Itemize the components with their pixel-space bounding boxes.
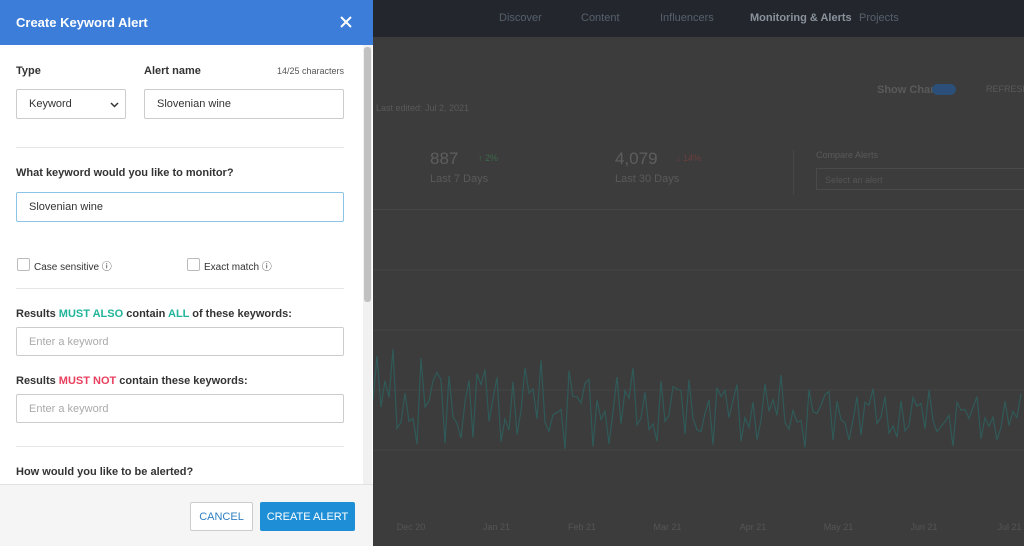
compare-select[interactable]: Select an alert [816,168,1024,190]
placeholder: Enter a keyword [29,402,109,415]
name-input[interactable]: Slovenian wine [144,89,344,119]
dialog: Create Keyword Alert Type Alert name 14/… [0,0,373,546]
dialog-footer: CANCEL CREATE ALERT [0,484,373,546]
keyword-value: Slovenian wine [29,201,103,213]
chevron [110,102,119,108]
scrollbar [363,45,372,484]
text: of these keywords: [189,308,292,320]
stat-period: Last 30 Days [615,173,680,185]
must-not-input[interactable]: Enter a keyword [16,394,344,423]
close-button[interactable] [340,16,352,28]
exact-match-text: Exact match [204,262,260,273]
stat-value: 4,079 [615,149,658,168]
stat-value: 887 [430,149,459,168]
highlight: MUST ALSO [58,308,124,320]
keyword-input[interactable]: Slovenian wine [16,192,344,222]
divider [373,209,1024,210]
nav-item[interactable]: Projects [859,12,899,24]
divider [16,288,344,289]
text: Results [16,375,59,387]
keyword-question: What keyword would you like to monitor? [16,167,234,179]
nav-item[interactable]: Content [581,12,620,24]
divider [793,150,794,195]
compare-label: Compare Alerts [816,150,879,160]
alert-question: How would you like to be alerted? [16,466,194,478]
highlight: ALL [168,308,190,320]
x-label: Jul 21 [997,522,1021,532]
background-chart: Dec 20 Jan 21 Feb 21 Mar 21 Apr 21 May 21 Jun … [373,269,1024,532]
name-label: Alert name [144,65,201,77]
x-label: May 21 [824,522,854,532]
text: Results [16,308,59,320]
char-count: 14/25 characters [276,66,344,76]
x-label: Jun 21 [910,522,937,532]
type-value: Keyword [29,98,72,110]
x-label: Jan 21 [483,522,510,532]
last-edited: Last edited: Jul 2, 2021 [376,103,470,113]
dialog-header: Create Keyword Alert [0,0,373,45]
stat-change: ↓ 14% [676,153,702,163]
type-label: Type [16,65,41,77]
cancel-button[interactable]: CANCEL [190,502,253,531]
name-value: Slovenian wine [157,98,231,110]
must-not-label: Results MUST NOT contain these keywords: [16,375,248,387]
x-label: Apr 21 [740,522,767,532]
divider [16,147,344,148]
text: contain [123,308,168,320]
divider [16,446,344,447]
show-chart[interactable]: Show Chart [877,84,939,96]
highlight: MUST NOT [58,375,117,387]
stat-change: ↑ 2% [478,153,499,163]
create-button[interactable]: CREATE ALERT [260,502,355,531]
scroll-thumb[interactable] [364,47,371,302]
refresh[interactable]: REFRESH [986,84,1024,94]
placeholder: Enter a keyword [29,335,109,348]
checkbox[interactable] [17,258,30,271]
x-label: Mar 21 [653,522,681,532]
text: contain these keywords: [116,375,248,387]
x-label: Feb 21 [568,522,596,532]
nav-item[interactable]: Discover [499,12,542,24]
stat-change-value: 14% [683,153,702,163]
stat-period: Last 7 Days [430,173,489,185]
nav-item[interactable]: Influencers [660,12,714,24]
must-also-input[interactable]: Enter a keyword [16,327,344,356]
nav-item[interactable]: Monitoring & Alerts [750,12,852,24]
dialog-title: Create Keyword Alert [16,15,148,30]
case-sensitive-label: Case sensitive ⓘ [34,262,112,273]
checkbox[interactable] [187,258,200,271]
exact-match-label: Exact match ⓘ [204,262,272,273]
type-select[interactable]: Keyword [16,89,126,119]
toggle[interactable] [932,84,956,95]
chart-line [373,349,1022,449]
case-sensitive-text: Case sensitive [34,262,100,273]
must-also-label: Results MUST ALSO contain ALL of these k… [16,308,292,320]
stat-change-value: 2% [485,153,499,163]
x-label: Dec 20 [397,522,426,532]
